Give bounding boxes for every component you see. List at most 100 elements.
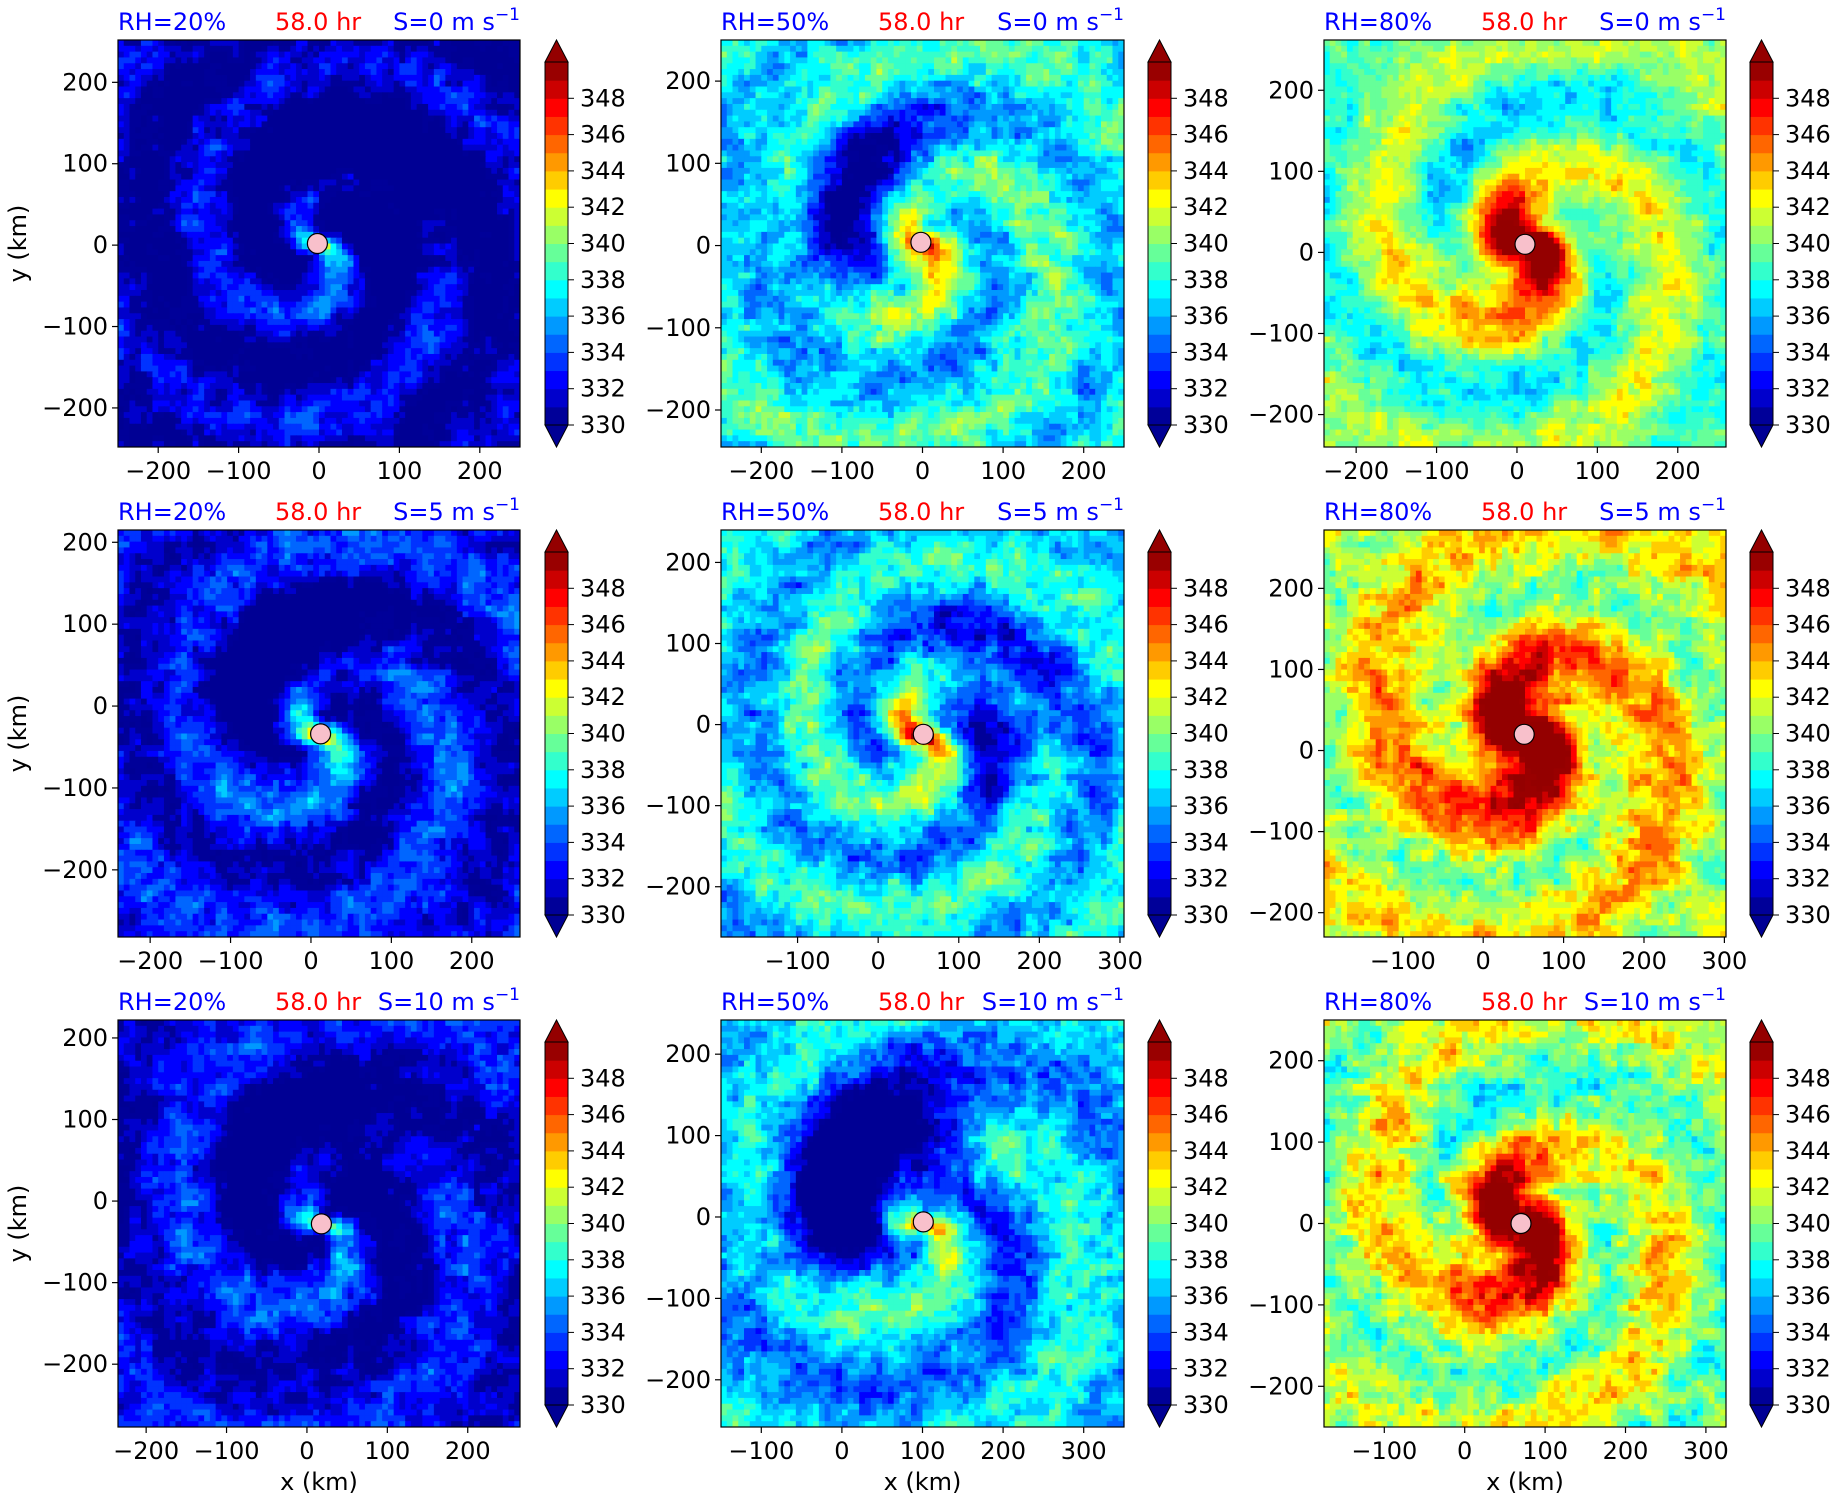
contour-cell — [267, 260, 274, 268]
contour-cell — [422, 144, 429, 152]
contour-cell — [169, 330, 177, 338]
contour-cell — [387, 144, 395, 152]
contour-cell — [347, 348, 355, 355]
contour-cell — [336, 348, 343, 355]
contour-cell — [324, 290, 332, 297]
contour-cell — [255, 412, 263, 419]
contour-cell — [146, 412, 154, 419]
contour-cell — [376, 150, 383, 157]
contour-cell — [502, 156, 510, 163]
contour-cell — [152, 342, 159, 349]
contour-cell — [215, 243, 222, 250]
contour-cell — [387, 255, 395, 262]
contour-cell — [416, 307, 423, 314]
contour-cell — [393, 220, 400, 227]
contour-cell — [209, 394, 217, 402]
contour-cell — [163, 220, 171, 227]
contour-cell — [175, 191, 182, 198]
contour-cell — [273, 260, 280, 268]
contour-cell — [152, 103, 159, 111]
contour-cell — [209, 98, 217, 105]
contour-cell — [353, 417, 360, 425]
contour-cell — [118, 103, 125, 111]
contour-cell — [186, 359, 194, 367]
contour-cell — [152, 324, 159, 332]
contour-cell — [267, 162, 274, 169]
contour-cell — [301, 417, 309, 425]
contour-cell — [502, 353, 510, 361]
contour-cell — [376, 144, 383, 152]
contour-cell — [146, 162, 154, 169]
contour-cell — [359, 103, 366, 111]
contour-cell — [474, 231, 481, 239]
contour-cell — [135, 121, 142, 128]
contour-cell — [479, 272, 487, 279]
contour-cell — [152, 359, 159, 367]
contour-cell — [514, 406, 520, 413]
contour-cell — [204, 435, 211, 442]
contour-cell — [462, 98, 469, 105]
contour-cell — [445, 417, 452, 425]
contour-cell — [433, 400, 441, 407]
contour-cell — [267, 109, 274, 117]
contour-cell — [456, 278, 464, 285]
contour-cell — [169, 57, 177, 64]
contour-cell — [347, 313, 355, 320]
contour-cell — [255, 295, 263, 303]
contour-cell — [169, 191, 177, 198]
contour-cell — [123, 57, 131, 64]
contour-cell — [123, 133, 131, 140]
contour-cell — [290, 86, 297, 93]
contour-cell — [221, 51, 228, 59]
contour-cell — [336, 115, 343, 122]
contour-cell — [341, 365, 349, 373]
contour-cell — [319, 353, 326, 361]
contour-cell — [359, 80, 366, 88]
contour-cell — [250, 167, 257, 175]
contour-cell — [209, 342, 217, 349]
contour-cell — [296, 359, 303, 367]
contour-cell — [278, 150, 286, 157]
contour-cell — [479, 313, 487, 320]
contour-cell — [382, 371, 389, 378]
contour-cell — [491, 348, 498, 355]
contour-cell — [135, 150, 142, 157]
contour-cell — [232, 220, 240, 227]
contour-cell — [502, 417, 510, 425]
contour-cell — [462, 365, 469, 373]
contour-cell — [410, 103, 418, 111]
contour-cell — [290, 260, 297, 268]
contour-cell — [209, 278, 217, 285]
contour-cell — [255, 313, 263, 320]
contour-cell — [284, 45, 291, 53]
contour-cell — [244, 231, 251, 239]
contour-cell — [192, 162, 199, 169]
contour-cell — [836, 40, 843, 47]
contour-cell — [250, 284, 257, 291]
contour-cell — [129, 98, 136, 105]
contour-cell — [123, 167, 131, 175]
contour-cell — [405, 307, 412, 314]
contour-cell — [387, 394, 395, 402]
contour-cell — [405, 156, 412, 163]
contour-cell — [330, 202, 337, 210]
contour-cell — [227, 162, 234, 169]
contour-cell — [445, 353, 452, 361]
contour-cell — [422, 115, 429, 122]
contour-cell — [330, 80, 337, 88]
contour-cell — [244, 208, 251, 216]
contour-cell — [163, 133, 171, 140]
contour-cell — [204, 284, 211, 291]
contour-cell — [158, 423, 165, 431]
contour-cell — [227, 208, 234, 216]
colorbar-level — [545, 297, 568, 317]
contour-cell — [181, 208, 188, 216]
contour-cell — [227, 319, 234, 326]
contour-cell — [215, 57, 222, 64]
contour-cell — [428, 133, 435, 140]
contour-cell — [433, 377, 441, 384]
contour-cell — [215, 319, 222, 326]
contour-cell — [508, 133, 515, 140]
contour-cell — [123, 231, 131, 239]
contour-cell — [387, 173, 395, 181]
